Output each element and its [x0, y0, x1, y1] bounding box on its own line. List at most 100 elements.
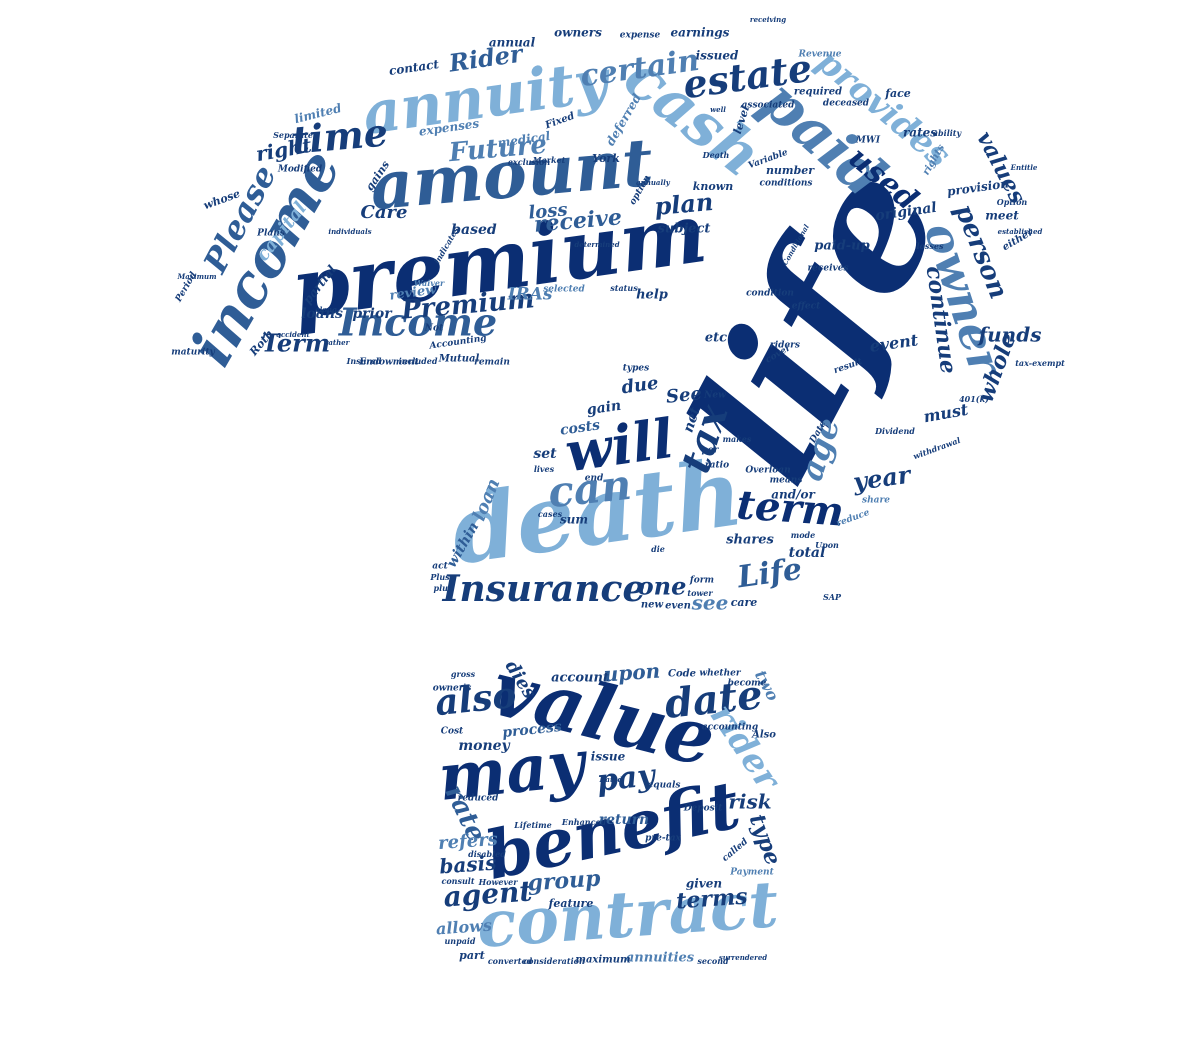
word-annuities: annuities [626, 951, 695, 966]
word-loss: loss [528, 199, 569, 223]
word-york: York [592, 152, 620, 165]
word-overloan: Overloan [745, 466, 790, 476]
word-modified: Modified [277, 165, 323, 175]
word-upon: upon [603, 659, 661, 687]
word-remain: remain [474, 358, 510, 368]
word-ratio: ratio [705, 461, 729, 471]
word-cloud-words: lifepremiumdeathamountannuityincomecashp… [171, 15, 1065, 966]
word-surrendered: surrendered [719, 953, 767, 962]
word-types: types [623, 364, 649, 374]
word-receives: receives [807, 264, 848, 274]
word-makes: makes [723, 434, 752, 444]
word-one: one [638, 572, 687, 601]
word-conditions: conditions [760, 179, 813, 189]
word-even: even [665, 601, 691, 612]
word-rated: Rated [598, 775, 622, 784]
word-act: act [432, 562, 448, 572]
word-withdrawal: withdrawal [912, 435, 962, 461]
word-form: form [689, 576, 714, 586]
word-condition: condition [746, 289, 794, 299]
word-provision: provision [946, 176, 1010, 199]
word-care: care [731, 596, 758, 609]
word-funds: funds [977, 323, 1042, 347]
word-and-or: and/or [771, 488, 816, 502]
word-etc: etc [705, 331, 727, 346]
word-help: help [636, 288, 668, 303]
word-plus: Plus [429, 572, 450, 582]
word-lifetime: Lifetime [513, 820, 551, 830]
word-part: part [459, 949, 485, 962]
word-included: included [399, 356, 438, 366]
word-however: However [478, 877, 519, 887]
word-riders: riders [770, 341, 800, 351]
word-type: type [744, 811, 786, 869]
word-disabled: disabled [468, 849, 506, 859]
word-per: per [702, 446, 720, 456]
word-reduced: reduced [458, 794, 500, 804]
word-see: See [665, 383, 703, 408]
word-lives: lives [534, 464, 555, 474]
word-year: year [850, 459, 914, 496]
word-required: required [794, 87, 842, 98]
word-die: die [651, 544, 665, 554]
word-deceased: deceased [823, 99, 870, 109]
word-meet: meet [985, 209, 1019, 223]
word-become: become [728, 679, 767, 689]
word-mode: mode [791, 530, 815, 540]
word-market: Market [532, 155, 566, 165]
word-well: well [710, 105, 726, 114]
word-separate: Separate [273, 130, 313, 140]
word-set: set [533, 446, 557, 462]
word-receiving: receiving [750, 15, 786, 24]
word-tax-exempt: tax-exempt [1015, 358, 1065, 368]
word-upon: Upon [815, 540, 839, 550]
word-given: given [686, 877, 722, 891]
word-effect: effect [792, 302, 821, 312]
word-annually: annually [636, 178, 671, 187]
word-return: return [599, 812, 649, 828]
word-expense: expense [620, 31, 661, 41]
word-mwi: MWI [855, 136, 881, 146]
word-code: Code [668, 669, 696, 680]
word-not: Not [424, 324, 444, 334]
word-number: number [766, 164, 815, 177]
word-consult: consult [441, 876, 474, 886]
word-accident: accident [276, 330, 310, 339]
word-allows: allows [435, 916, 492, 939]
word-owners: owners [554, 26, 602, 40]
word-unpaid: unpaid [444, 936, 475, 946]
word-risk: risk [728, 790, 771, 814]
word-new: New [703, 391, 726, 401]
word-due: due [620, 373, 660, 399]
word-payment: Payment [729, 868, 774, 878]
word-share: share [862, 496, 890, 506]
word-enhanced: Enhanced [561, 817, 607, 827]
word-status: status [610, 283, 638, 293]
word-money: money [458, 738, 510, 754]
word-accounting: accounting [702, 723, 758, 733]
word-annual: annual [489, 36, 536, 50]
word-whether: whether [699, 669, 741, 679]
word-selected: selected [543, 285, 585, 295]
word-end: end [585, 474, 604, 484]
word-option: Option [997, 197, 1028, 207]
word-insured: Insured [346, 356, 382, 366]
word-means: means [770, 476, 803, 486]
word-revenue: Revenue [798, 50, 842, 60]
word-owner-s: owner's [433, 684, 472, 694]
word-sum: sum [560, 513, 588, 527]
word-individuals: individuals [328, 227, 371, 236]
word-waiver: Waiver [414, 278, 445, 288]
word-care: Care [361, 202, 408, 223]
word-prior: prior [352, 306, 393, 322]
word-issue: issue [591, 750, 626, 764]
word-losses: losses [917, 241, 944, 251]
word-known: known [693, 180, 733, 193]
word-rather: rather [325, 338, 351, 347]
word-issued: issued [696, 49, 739, 63]
word-equals: equals [648, 781, 681, 791]
word-gross: gross [451, 669, 476, 679]
word-maturity: maturity [171, 348, 215, 358]
word-dividend: Dividend [874, 426, 915, 436]
